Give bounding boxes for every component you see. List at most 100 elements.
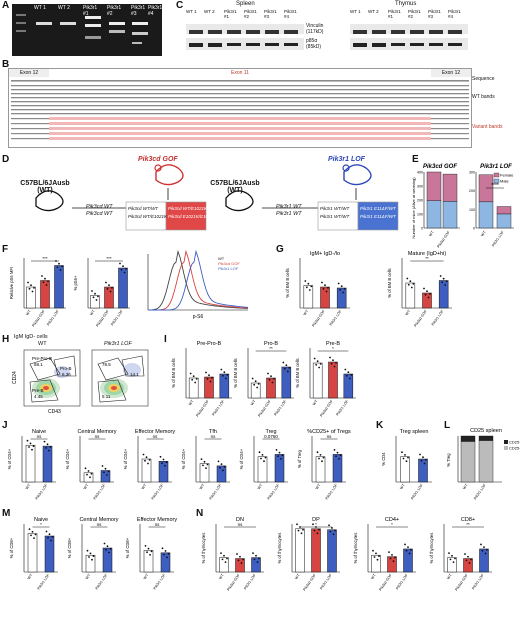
x-tick-label: WT <box>188 399 195 407</box>
data-point <box>237 559 240 562</box>
data-point <box>92 555 95 557</box>
data-point <box>30 534 32 537</box>
data-point <box>111 287 113 289</box>
data-point <box>348 377 351 380</box>
sig-label: *** <box>106 256 112 261</box>
data-point <box>329 530 332 533</box>
panel-label-h: H <box>2 334 10 345</box>
data-point <box>258 557 260 560</box>
y-axis-label: % of BM B cells <box>295 358 300 387</box>
data-point <box>260 457 262 460</box>
data-point <box>408 552 411 555</box>
legend-label: Pik3cd GOF <box>218 261 240 266</box>
data-point <box>318 528 320 531</box>
data-point <box>89 552 92 555</box>
data-point <box>90 472 93 475</box>
bar <box>25 444 36 483</box>
data-point <box>142 453 145 456</box>
panel-label-a: A <box>2 0 10 11</box>
subplot-title: Central Memory <box>77 429 116 435</box>
bar <box>303 285 314 309</box>
bar <box>327 529 337 573</box>
gate-value: 4.45 <box>34 394 43 399</box>
data-point <box>312 523 314 526</box>
panel-label-i: I <box>164 334 167 345</box>
data-point <box>275 449 278 451</box>
gate-label: Pro-B <box>60 366 72 371</box>
x-tick-label: Pik3cd GOF <box>257 399 272 418</box>
data-point <box>256 386 259 389</box>
y-axis-label: % of thymocytes <box>277 533 282 564</box>
data-point <box>308 289 311 291</box>
x-tick-label: Pik3cd GOF <box>454 573 469 592</box>
data-point <box>147 547 150 550</box>
data-point <box>46 443 49 446</box>
data-point <box>329 356 331 359</box>
data-point <box>43 440 46 443</box>
bar-female <box>496 206 512 215</box>
data-point <box>109 290 112 293</box>
data-point <box>407 546 409 549</box>
data-point <box>410 548 412 551</box>
gel-lane-3: Pik3r1 #3 <box>131 5 146 17</box>
gof-box-right: Pik3cd WT/E1021K Pik3cd E1021K/E1021K <box>168 205 216 221</box>
data-point <box>305 286 308 289</box>
data-point <box>325 290 328 293</box>
x-tick-label: WT <box>83 483 90 491</box>
subplot-title: Treg spleen <box>400 429 429 435</box>
data-point <box>166 556 168 559</box>
y-axis-label: % of CD4+ <box>123 448 128 469</box>
x-tick-label: WT <box>27 573 34 581</box>
data-point <box>211 377 213 379</box>
data-point <box>270 375 272 378</box>
y-tick-label: 200 <box>469 189 475 193</box>
data-point <box>424 293 427 296</box>
data-point <box>240 562 243 564</box>
data-point <box>470 558 472 561</box>
data-point <box>313 529 316 532</box>
data-point <box>29 442 32 445</box>
x-tick-label: Pik3r1 LOF <box>153 573 167 591</box>
bar-female <box>426 171 442 201</box>
data-point <box>264 456 267 459</box>
y-tick-label: 200 <box>417 199 423 203</box>
bar-male <box>496 213 512 229</box>
data-point <box>92 296 95 299</box>
y-axis-label: % of CD4+ <box>8 448 12 469</box>
legend-label: Female <box>500 173 514 178</box>
thymus-lane: WT 1 <box>350 9 361 14</box>
data-point <box>34 533 37 536</box>
data-point <box>122 265 124 268</box>
data-point <box>347 371 350 374</box>
data-point <box>296 523 298 526</box>
bar <box>44 535 55 573</box>
data-point <box>58 262 60 265</box>
spleen-lane: WT 1 <box>186 9 197 14</box>
p85-text: p85α <box>306 38 318 44</box>
bar <box>102 547 113 573</box>
data-point <box>281 454 284 457</box>
sig-label: ns <box>211 434 217 439</box>
data-point <box>195 378 198 380</box>
x-tick-label: Pik3cd GOF <box>195 399 210 418</box>
data-point <box>339 454 342 457</box>
subplot-title: Pro-B <box>264 341 278 347</box>
data-point <box>164 464 166 467</box>
x-tick-label: Pik3r1 LOF <box>151 483 165 501</box>
x-tick-label: Pik3r1 LOF <box>325 483 339 501</box>
data-point <box>404 543 406 546</box>
data-point <box>318 366 321 369</box>
bar <box>251 557 261 573</box>
bar <box>90 295 100 309</box>
chart-title: Pik3r1 LOF <box>480 164 512 170</box>
x-tick-label: WT <box>250 399 257 407</box>
data-point <box>340 285 343 288</box>
data-point <box>222 469 224 472</box>
genotype: Pik3r1 WT/WT <box>320 206 350 211</box>
x-tick-label: Pik3r1 LOF <box>473 483 487 501</box>
data-point <box>467 555 469 558</box>
bar <box>27 533 38 573</box>
gate-label: Pre-B <box>32 388 44 393</box>
chart-l: CD25 spleen % Treg WT Pik3r1 LOF CD25+CD25- <box>446 428 520 501</box>
